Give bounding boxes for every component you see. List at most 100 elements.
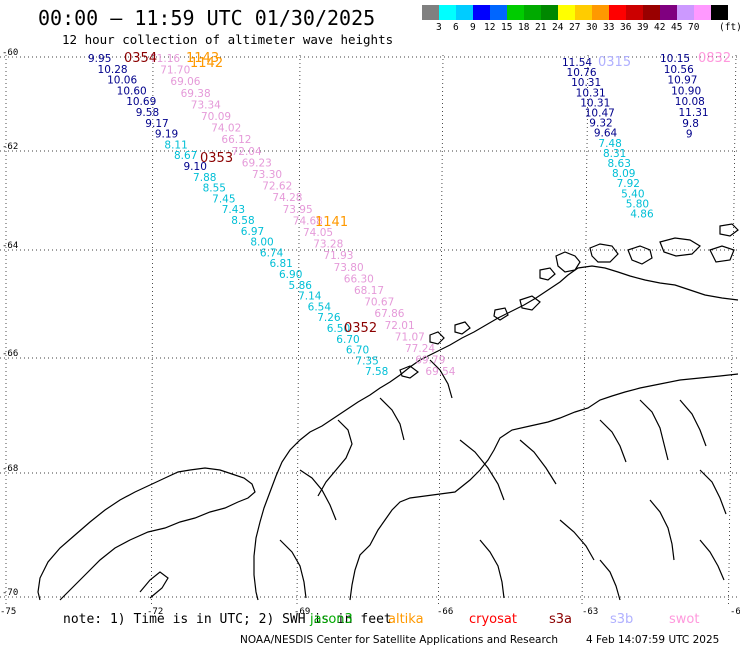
wave-height-value: 10.69 [126,96,156,108]
wave-height-value: 8.11 [164,139,187,151]
wave-height-value: 69.23 [242,157,272,169]
wave-height-value: 10.60 [117,85,147,97]
wave-height-value: 6.74 [260,247,284,259]
wave-height-value: 74.28 [272,192,302,204]
wave-height-value: 73.34 [191,99,221,111]
wave-height-value: 8.00 [250,237,273,249]
color-scale-label: 9 [470,22,476,33]
pass-label: 0315 [598,55,631,70]
wave-height-value: 7.88 [193,172,216,184]
wave-height-value: 73.30 [252,169,282,181]
satellite-legend-item: swot [669,612,700,627]
wave-height-value: 69.54 [425,366,455,378]
wave-height-value: 71.16 [150,53,180,65]
color-swatch [626,5,643,20]
color-swatch [711,5,728,20]
wave-height-value: 9.58 [136,107,159,119]
pass-label: 0353 [200,151,233,166]
color-swatch [575,5,592,20]
wave-height-value: 73.28 [313,239,343,251]
color-swatch [558,5,575,20]
footer-note: note: 1) Time is in UTC; 2) SWH is in fe… [63,612,392,627]
wave-height-value: 5.40 [621,188,644,200]
wave-height-value: 74.02 [211,123,241,135]
wave-height-value: 8.58 [231,215,254,227]
wave-height-value: 67.86 [374,308,404,320]
wave-height-value: 69.06 [170,76,200,88]
color-scale-label: 30 [586,22,598,33]
wave-height-value: 10.08 [675,96,705,108]
wave-height-value: 7.35 [355,355,378,367]
wave-height-value: 7.45 [212,193,235,205]
color-scale-label: 45 [671,22,683,33]
lat-lon-grid: -60 -62 -64 -66 -68 -70 -75 -72 -69 -66 -63 -60 [0,48,740,617]
wave-height-value: 74.05 [303,227,333,239]
wave-height-value: 8.63 [608,158,631,170]
coastline [37,223,739,601]
longitude-label: -72 [147,607,163,617]
wave-height-value: 11.31 [679,107,709,119]
latitude-label: -60 [2,48,18,58]
color-scale-unit: (ft) [719,22,740,33]
wave-height-value: 10.47 [585,108,615,120]
wave-height-value: 10.06 [107,75,137,87]
color-scale-label: 3 [436,22,442,33]
latitude-label: -68 [2,464,18,474]
color-swatch [541,5,558,20]
color-swatch [592,5,609,20]
wave-height-value: 74.68 [293,215,323,227]
satellite-legend-item: jason3 [310,612,353,627]
color-scale-label: 27 [569,22,581,33]
color-swatch [490,5,507,20]
latitude-label: -64 [2,241,18,251]
color-scale-label: 39 [637,22,649,33]
color-scale-label: 24 [552,22,564,33]
longitude-gridline [438,54,444,606]
wave-height-value: 10.56 [664,64,694,76]
wave-height-value: 72.01 [385,320,415,332]
credit-line: NOAA/NESDIS Center for Satellite Applica… [240,634,558,646]
longitude-label: -66 [437,607,453,617]
wave-height-value: 10.31 [576,87,606,99]
color-swatch [643,5,660,20]
wave-height-value: 70.67 [364,297,394,309]
wave-height-value: 66.12 [221,134,251,146]
latitude-label: -70 [2,588,18,598]
wave-height-value: 6.54 [308,301,332,313]
wave-height-value: 71.70 [160,65,190,77]
satellite-legend-item: altika [388,612,424,627]
color-scale-label: 36 [620,22,632,33]
wave-height-value: 9 [686,129,693,141]
color-swatch [439,5,456,20]
wave-height-value: 10.97 [667,75,697,87]
wave-height-value: 8.31 [603,148,626,160]
color-scale-label: 70 [688,22,700,33]
generated-timestamp: 4 Feb 14:07:59 UTC 2025 [586,634,720,646]
longitude-gridline [296,54,301,606]
color-scale-label: 21 [535,22,547,33]
pass-label: 0832 [698,51,731,66]
wave-height-value: 8.67 [174,150,197,162]
latitude-label: -62 [2,142,18,152]
pass-label: 0352 [344,321,377,336]
satellite-legend-item: cryosat [469,612,517,627]
wave-height-value: 7.92 [617,178,640,190]
color-scale-label: 18 [518,22,530,33]
wave-height-value: 11.54 [562,57,592,69]
satellite-legend-item: s3a [549,612,573,627]
wave-height-value: 10.90 [671,85,701,97]
color-swatch [524,5,541,20]
wave-height-value: 7.48 [598,138,621,150]
wave-height-value: 6.50 [327,323,350,335]
wave-height-value: 6.81 [269,258,292,270]
satellite-legend-item: s3b [610,612,634,627]
color-scale-label: 42 [654,22,666,33]
wave-height-value: 8.09 [612,168,635,180]
wave-height-value: 68.17 [354,285,384,297]
wave-height-value: 69.79 [415,355,445,367]
wave-height-value: 10.31 [571,77,601,89]
wave-height-value: 7.58 [365,366,388,378]
wave-height-value: 6.70 [346,345,369,357]
wave-height-value: 8.55 [203,183,226,195]
map-subtitle: 12 hour collection of altimeter wave hei… [62,32,394,47]
